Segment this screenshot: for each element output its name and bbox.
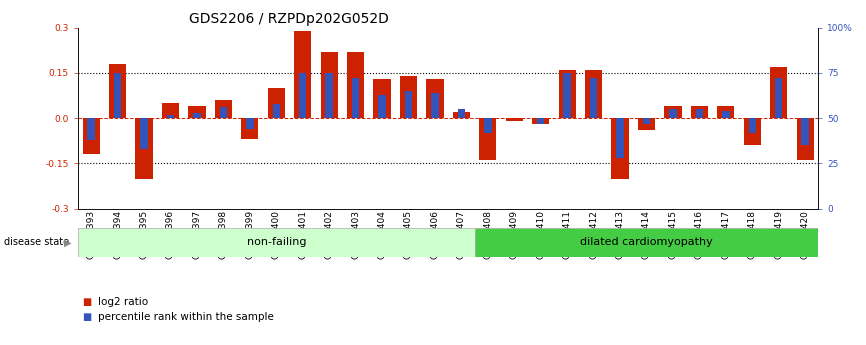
Text: disease state: disease state xyxy=(4,237,69,247)
Bar xyxy=(801,118,809,145)
Bar xyxy=(669,109,676,118)
Bar xyxy=(82,118,100,155)
Bar xyxy=(585,70,602,118)
Bar xyxy=(717,106,734,118)
Bar xyxy=(162,103,179,118)
Bar xyxy=(748,118,756,132)
Bar xyxy=(638,118,655,130)
Bar xyxy=(453,112,470,118)
Text: GDS2206 / RZPDp202G052D: GDS2206 / RZPDp202G052D xyxy=(189,12,389,26)
Bar xyxy=(87,118,95,140)
Bar xyxy=(479,118,496,160)
Bar xyxy=(299,73,307,118)
Bar xyxy=(537,118,545,124)
Bar xyxy=(246,118,254,129)
Bar xyxy=(400,76,417,118)
FancyBboxPatch shape xyxy=(475,228,818,257)
Bar xyxy=(770,67,787,118)
Bar xyxy=(326,73,333,118)
Bar xyxy=(457,109,465,118)
Bar xyxy=(167,115,174,118)
Bar xyxy=(193,113,201,118)
Bar xyxy=(140,118,148,149)
Bar xyxy=(532,118,549,124)
Bar xyxy=(590,78,598,118)
Bar xyxy=(114,73,121,118)
Bar xyxy=(242,118,258,139)
Text: ■: ■ xyxy=(82,297,92,307)
Text: log2 ratio: log2 ratio xyxy=(98,297,148,307)
Bar xyxy=(617,118,624,158)
Text: percentile rank within the sample: percentile rank within the sample xyxy=(98,313,274,322)
Bar xyxy=(347,52,365,118)
Bar xyxy=(404,91,412,118)
Bar xyxy=(643,118,650,124)
Bar xyxy=(484,118,492,132)
Bar xyxy=(664,106,682,118)
Bar xyxy=(426,79,443,118)
Bar xyxy=(220,107,227,118)
Bar xyxy=(135,118,152,178)
Bar xyxy=(611,118,629,178)
FancyBboxPatch shape xyxy=(78,228,475,257)
Bar xyxy=(268,88,285,118)
Text: dilated cardiomyopathy: dilated cardiomyopathy xyxy=(580,237,713,247)
Bar xyxy=(294,31,311,118)
Bar xyxy=(559,70,576,118)
Bar xyxy=(378,95,385,118)
Bar xyxy=(797,118,814,160)
Bar xyxy=(320,52,338,118)
Bar xyxy=(352,78,359,118)
Bar xyxy=(109,64,126,118)
Bar xyxy=(273,104,280,118)
Bar xyxy=(506,118,523,121)
Bar xyxy=(744,118,761,145)
Text: ■: ■ xyxy=(82,313,92,322)
Bar xyxy=(373,79,391,118)
Bar xyxy=(722,111,729,118)
Bar xyxy=(215,100,232,118)
Bar xyxy=(188,106,205,118)
Text: ▶: ▶ xyxy=(64,237,71,247)
Bar xyxy=(564,73,571,118)
Bar xyxy=(691,106,708,118)
Text: non-failing: non-failing xyxy=(247,237,306,247)
Bar xyxy=(431,93,439,118)
Bar xyxy=(775,78,782,118)
Bar xyxy=(695,109,703,118)
